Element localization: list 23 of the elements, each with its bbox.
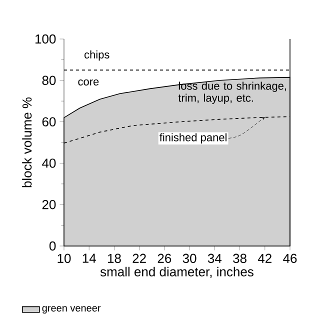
x-tick-label: 30 [182,254,196,264]
x-tick-label: 46 [283,254,297,264]
x-tick-label: 38 [233,254,246,264]
y-tick-label: 0 [49,241,56,251]
annotation: chips [84,50,110,61]
y-axis-title: block volume % [22,97,32,188]
x-tick-label: 10 [58,254,71,264]
annotation: core [78,79,99,86]
y-tick-label: 100 [36,34,56,44]
x-axis-title: small end diameter, inches [100,266,254,278]
annotation: finished panel [160,133,226,144]
legend-label: green veneer [42,306,101,314]
y-tick-label: 40 [42,158,56,168]
annotation: loss due to shrinkage, trim, layup, etc. [178,82,286,104]
x-tick-label: 22 [132,254,146,263]
y-tick-label: 60 [42,117,56,126]
x-tick-label: 34 [208,254,222,264]
x-tick-label: 18 [108,254,121,264]
y-tick-label: 20 [42,200,56,210]
x-tick-label: 26 [158,254,172,264]
y-tick-label: 80 [42,76,56,85]
x-tick-label: 14 [82,254,96,263]
x-tick-label: 42 [258,254,272,263]
